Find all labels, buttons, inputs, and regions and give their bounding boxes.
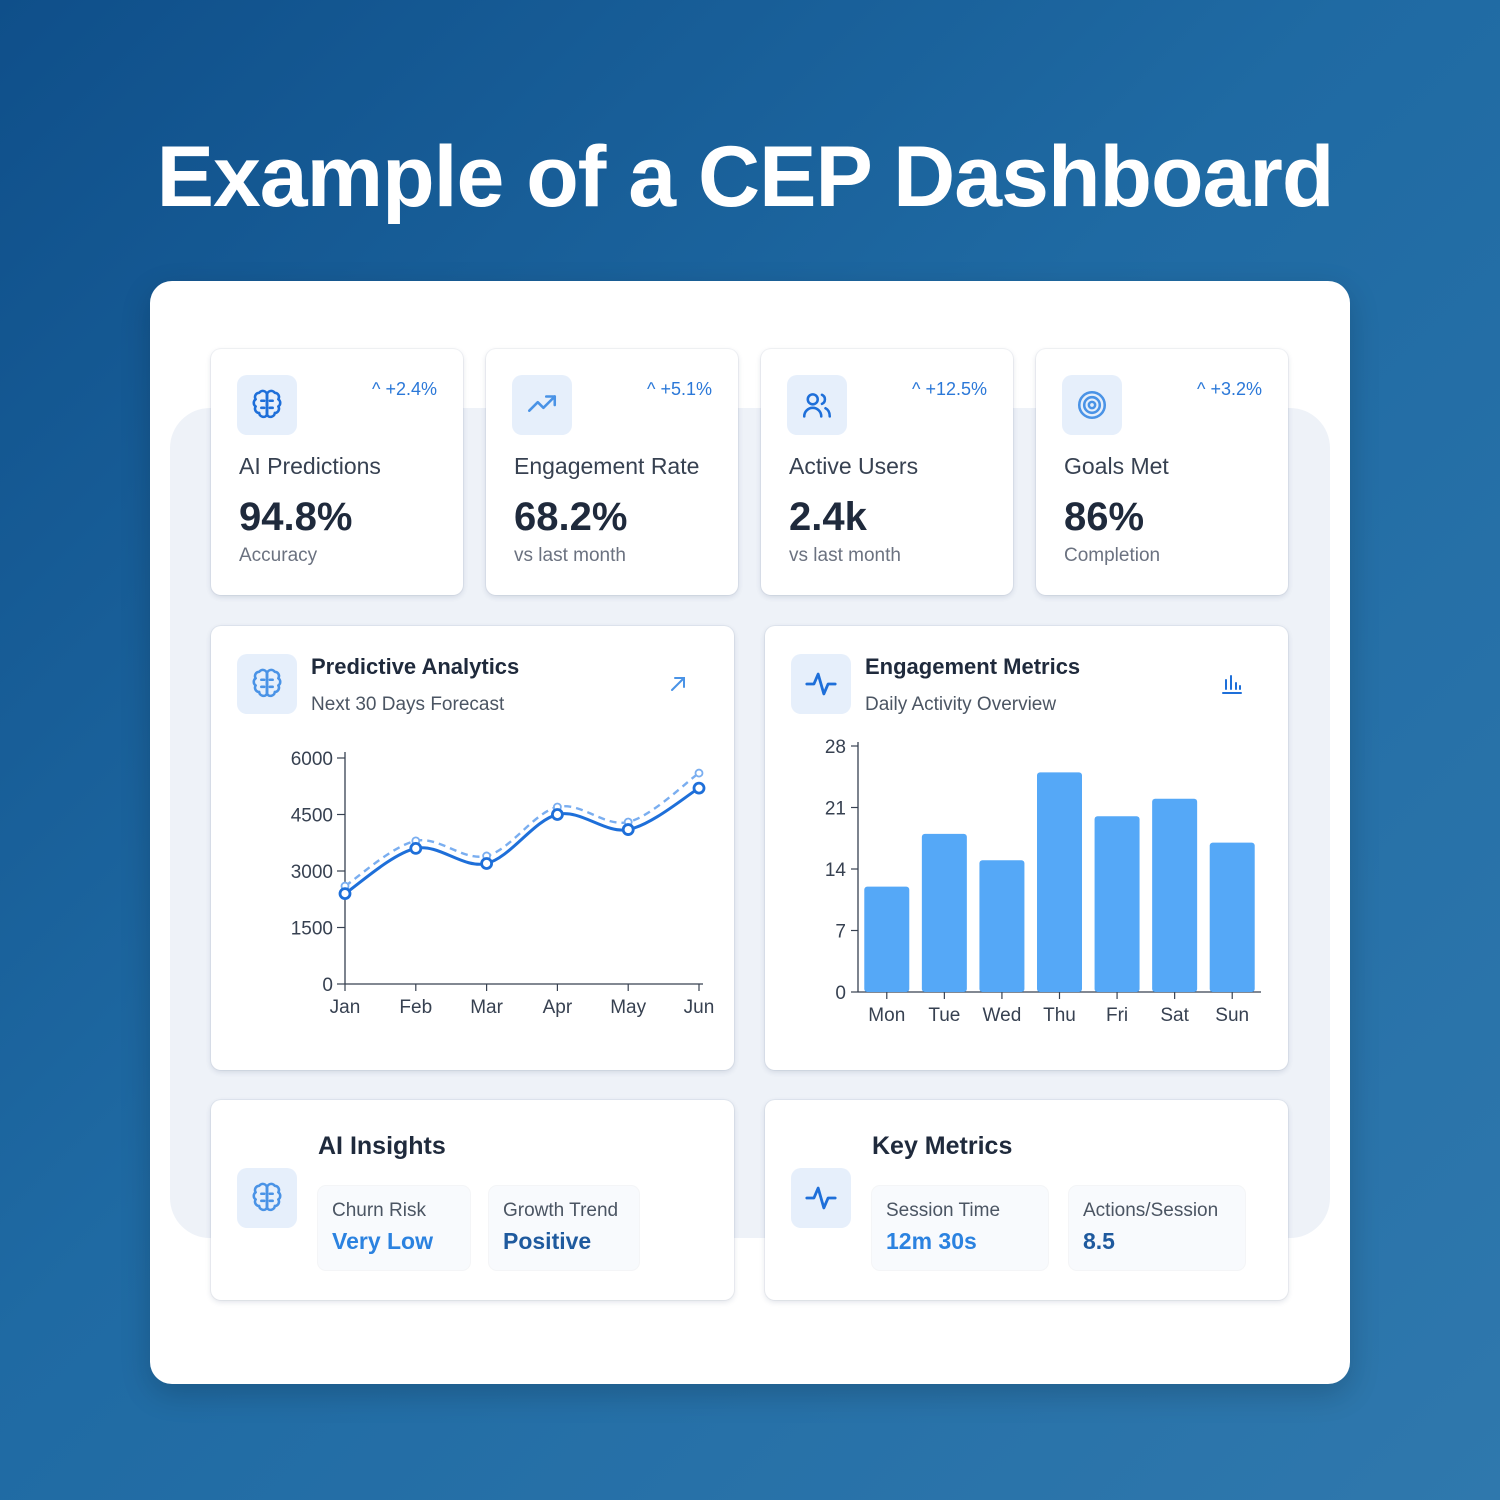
chart-title: Predictive Analytics [311, 654, 520, 679]
actual-line [344, 786, 700, 895]
users-icon [787, 375, 847, 435]
stat-label: Goals Met [1064, 453, 1169, 479]
stat-change: ^ +12.5% [911, 379, 987, 399]
x-tick-label: Sun [1215, 1005, 1249, 1026]
x-tick-label: May [610, 997, 646, 1018]
section-title: Key Metrics [872, 1132, 1013, 1160]
stat-value: 94.8% [239, 495, 353, 539]
stat-subtext: Accuracy [239, 545, 318, 566]
activity-icon [791, 1168, 851, 1228]
y-tick-label: 1500 [291, 919, 333, 940]
arrow-up-right-icon[interactable] [666, 672, 690, 696]
metric-value: 12m 30s [886, 1228, 977, 1254]
x-tick-label: Wed [983, 1005, 1022, 1026]
x-tick-label: Fri [1106, 1005, 1128, 1026]
metric-session-time[interactable]: Session Time 12m 30s [872, 1186, 1048, 1270]
y-tick-label: 14 [825, 860, 847, 881]
y-tick-label: 0 [835, 983, 846, 1004]
x-tick-label: Tue [928, 1005, 960, 1026]
stat-subtext: vs last month [789, 545, 901, 566]
trending-up-icon [512, 375, 572, 435]
brain-icon [237, 1168, 297, 1228]
metric-value: 8.5 [1083, 1228, 1115, 1254]
activity-icon [791, 654, 851, 714]
stat-label: Active Users [789, 453, 919, 479]
bar-chart: 0 7 14 21 28 Mon Tue Wed Thu Fri Sat Sun [825, 737, 1261, 1026]
insight-value: Very Low [332, 1228, 433, 1254]
insight-churn-risk[interactable]: Churn Risk Very Low [318, 1186, 470, 1270]
stat-subtext: vs last month [514, 545, 626, 566]
x-tick-label: Feb [399, 997, 432, 1018]
stat-subtext: Completion [1064, 545, 1161, 566]
target-icon [1062, 375, 1122, 435]
forecast-point [694, 768, 704, 778]
data-point [480, 857, 494, 870]
data-point [550, 808, 564, 821]
y-tick-label: 21 [825, 799, 846, 820]
section-title: AI Insights [318, 1132, 446, 1160]
stat-card-active-users[interactable]: ^ +12.5% Active Users 2.4k vs last month [761, 349, 1013, 595]
page-title: Example of a CEP Dashboard [156, 129, 1335, 225]
stat-change: ^ +3.2% [1197, 379, 1262, 399]
brain-icon [237, 654, 297, 714]
insight-label: Growth Trend [503, 1200, 619, 1221]
x-tick-label: Apr [543, 997, 573, 1018]
bar-sat [1152, 798, 1198, 992]
stat-card-engagement-rate[interactable]: ^ +5.1% Engagement Rate 68.2% vs last mo… [486, 349, 738, 595]
data-point [409, 841, 423, 855]
x-tick-label: Sat [1160, 1005, 1189, 1026]
stat-value: 2.4k [789, 495, 867, 539]
chart-subtitle: Next 30 Days Forecast [311, 694, 505, 715]
metric-label: Session Time [886, 1200, 1001, 1221]
stat-change: ^ +2.4% [372, 379, 437, 399]
x-tick-label: Mar [470, 997, 503, 1018]
stat-change: ^ +5.1% [647, 379, 712, 399]
stat-label: Engagement Rate [514, 453, 700, 479]
bar-sun [1209, 842, 1255, 992]
x-tick-label: Mon [868, 1005, 905, 1026]
data-point [338, 887, 352, 901]
y-tick-label: 4500 [291, 806, 333, 827]
brain-icon [237, 375, 297, 435]
bar-thu [1037, 772, 1082, 992]
x-tick-label: Jun [684, 997, 715, 1018]
metric-label: Actions/Session [1083, 1200, 1219, 1221]
stat-value: 68.2% [514, 495, 628, 539]
x-tick-label: Jan [330, 997, 361, 1018]
stat-label: AI Predictions [239, 453, 381, 479]
insight-value: Positive [503, 1228, 592, 1254]
bar-fri [1094, 816, 1140, 992]
stat-card-ai-predictions[interactable]: ^ +2.4% AI Predictions 94.8% Accuracy [211, 349, 463, 595]
key-metrics-card: Key Metrics Session Time 12m 30s Actions… [765, 1100, 1288, 1300]
stat-value: 86% [1064, 495, 1145, 539]
y-tick-label: 28 [825, 737, 846, 758]
y-tick-label: 0 [322, 975, 333, 996]
data-point [692, 781, 706, 795]
bar-tue [921, 833, 967, 992]
bar-mon [864, 886, 910, 992]
chart-title: Engagement Metrics [865, 654, 1081, 679]
y-tick-label: 3000 [291, 862, 333, 883]
ai-insights-card: AI Insights Churn Risk Very Low Growth T… [211, 1100, 734, 1300]
metric-actions-session[interactable]: Actions/Session 8.5 [1069, 1186, 1245, 1270]
forecast-line [344, 772, 700, 888]
insight-label: Churn Risk [332, 1200, 426, 1221]
line-chart: 0 1500 3000 4500 6000 Jan Feb Mar Apr May Jun [291, 749, 715, 1018]
data-point [621, 823, 635, 836]
y-tick-label: 6000 [291, 749, 333, 770]
x-tick-label: Thu [1043, 1005, 1076, 1026]
bar-wed [979, 860, 1025, 992]
insight-growth-trend[interactable]: Growth Trend Positive [489, 1186, 639, 1270]
stat-card-goals-met[interactable]: ^ +3.2% Goals Met 86% Completion [1036, 349, 1288, 595]
bar-chart-icon[interactable] [1220, 672, 1244, 696]
engagement-metrics-card: Engagement Metrics Daily Activity Overvi… [765, 626, 1288, 1070]
predictive-analytics-card: Predictive Analytics Next 30 Days Foreca… [211, 626, 734, 1070]
chart-subtitle: Daily Activity Overview [865, 694, 1057, 715]
y-tick-label: 7 [835, 922, 846, 943]
